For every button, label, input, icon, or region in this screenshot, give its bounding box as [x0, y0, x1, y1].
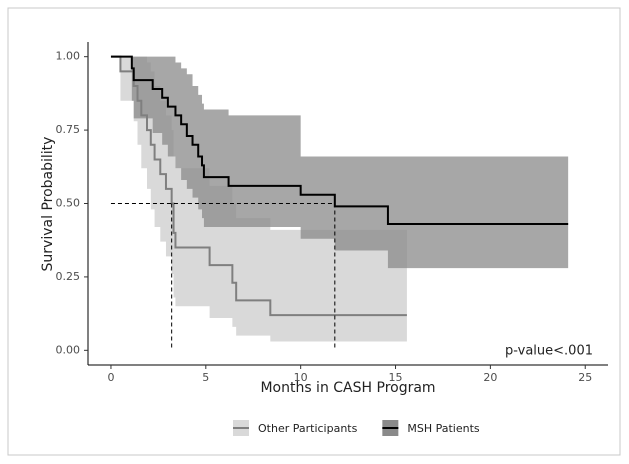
survival-curve — [110, 55, 407, 317]
lines — [110, 55, 569, 351]
p-value: p-value<.001 — [505, 344, 593, 359]
bands — [110, 56, 569, 342]
x-tick-label: 5 — [202, 371, 209, 384]
y-tick-label: 1.00 — [56, 50, 81, 63]
legend-label: Other Participants — [258, 422, 358, 435]
x-tick-label: 10 — [294, 371, 308, 384]
y-tick-label: 0.25 — [56, 270, 81, 283]
confidence-band — [110, 56, 569, 269]
x-tick-label: 25 — [578, 371, 592, 384]
x-tick-label: 15 — [389, 371, 403, 384]
y-axis-title: Survival Probability — [40, 137, 56, 272]
x-tick-label: 0 — [107, 371, 114, 384]
legend-label: MSH Patients — [407, 422, 480, 435]
y-tick-label: 0.00 — [56, 343, 81, 356]
y-tick-label: 0.50 — [56, 197, 81, 210]
confidence-band — [110, 56, 407, 342]
x-axis-title: Months in CASH Program — [260, 380, 435, 396]
x-tick-label: 20 — [483, 371, 497, 384]
y-tick-label: 0.75 — [56, 123, 81, 136]
survival-curve — [110, 55, 569, 226]
